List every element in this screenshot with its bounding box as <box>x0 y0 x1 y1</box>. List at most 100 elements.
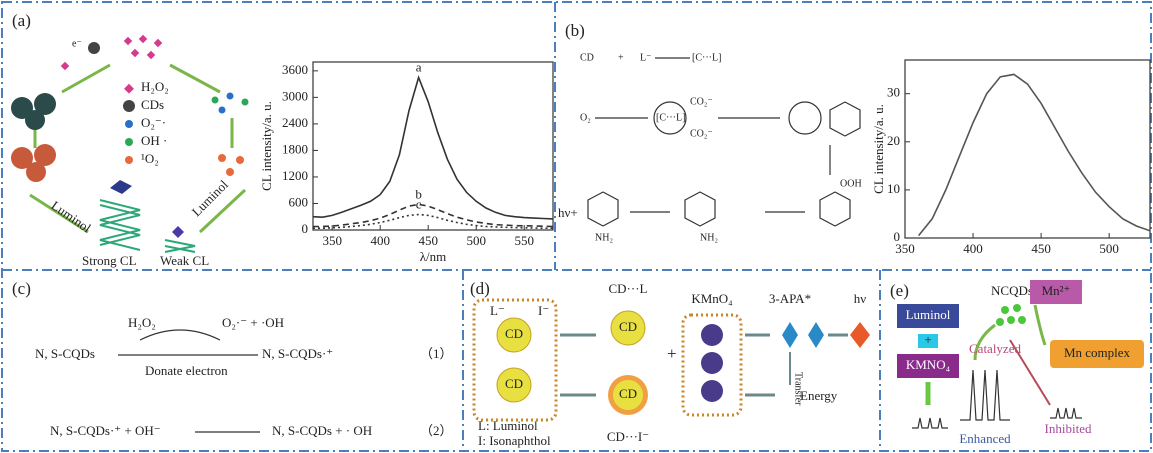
kmno4-dot <box>701 380 723 402</box>
ion-label: L⁻ <box>490 303 505 318</box>
y-tick-label: 30 <box>887 85 900 100</box>
dna <box>165 240 195 252</box>
kmno4-dot <box>701 352 723 374</box>
legend-text: L: Luminol <box>478 418 538 433</box>
cd-label: CD <box>505 326 523 341</box>
ring <box>789 102 821 134</box>
luminol-label: Luminol <box>189 177 232 220</box>
scheme-text: + <box>618 52 624 63</box>
y-axis-label: CL intensity/a. u. <box>259 101 274 191</box>
x-tick-label: 500 <box>1099 241 1119 256</box>
kmno4-dot <box>701 324 723 346</box>
arrow <box>1035 305 1045 345</box>
scheme-text: [C···L] <box>656 112 685 123</box>
legend-text: H₂O₂ <box>141 79 169 94</box>
reaction-text: N, S-CQDs <box>35 346 95 361</box>
scheme-text: NH₂ <box>700 232 718 243</box>
y-tick-label: 3000 <box>282 88 308 103</box>
ring <box>820 192 850 226</box>
ring <box>830 102 860 136</box>
x-tick-label: 400 <box>370 233 390 248</box>
y-tick-label: 1800 <box>282 141 308 156</box>
reaction-text: N, S-CQDs + · OH <box>272 423 372 438</box>
energy-label: Energy <box>800 388 838 403</box>
y-tick-label: 10 <box>887 181 900 196</box>
ncqds-label: NCQDs <box>991 283 1033 298</box>
scheme-text: CO₂⁻ <box>690 128 713 139</box>
cd-label: CD <box>505 376 523 391</box>
axes-frame <box>313 62 553 230</box>
y-tick-label: 0 <box>302 221 309 236</box>
arrow <box>1010 340 1050 405</box>
x-tick-label: 400 <box>963 241 983 256</box>
eq-number: （2） <box>420 423 453 438</box>
y-tick-label: 2400 <box>282 115 308 130</box>
box-text: Luminol <box>906 307 951 322</box>
scheme-text: [C···L] <box>692 52 721 63</box>
dna <box>100 200 140 250</box>
complex-label: CD···L <box>609 281 648 296</box>
box-text: Mn²⁺ <box>1042 283 1071 298</box>
arrow <box>170 65 220 92</box>
weak-peaks <box>912 418 948 428</box>
series-label: c <box>416 197 422 212</box>
series-label: a <box>416 59 422 74</box>
inhibited-label: Inhibited <box>1045 421 1092 436</box>
scheme-text: CD <box>580 52 594 63</box>
frame <box>2 2 1151 451</box>
y-tick-label: 600 <box>289 194 309 209</box>
legend-text: I: Isonaphthol <box>478 433 551 448</box>
box-text: KMNO₄ <box>906 357 951 372</box>
legend-text: OH · <box>141 133 167 148</box>
scheme-text: hν+ <box>558 205 578 220</box>
luminol-label: Luminol <box>49 198 95 236</box>
panel-label: (b) <box>565 21 585 40</box>
y-tick-label: 20 <box>887 133 900 148</box>
ring <box>685 192 715 226</box>
scheme-text: CO₂⁻ <box>690 96 713 107</box>
panel-label: (c) <box>12 279 31 298</box>
ncqds-dots <box>996 304 1026 326</box>
reagent-label: KMnO₄ <box>691 291 733 306</box>
box-text: + <box>924 332 931 347</box>
series-line <box>313 78 553 219</box>
legend-text: O₂⁻· <box>141 115 166 130</box>
scheme-text: L⁻ <box>640 52 651 63</box>
box-text: Mn complex <box>1064 345 1131 360</box>
x-tick-label: 350 <box>322 233 342 248</box>
reaction-text: Donate electron <box>145 363 228 378</box>
reaction-text: O₂·⁻ + ·OH <box>222 315 284 330</box>
plus: + <box>667 344 677 363</box>
x-tick-label: 450 <box>418 233 438 248</box>
strong-peaks <box>960 370 1010 420</box>
arrow <box>62 65 110 92</box>
enhanced-label: Enhanced <box>959 431 1011 446</box>
x-tick-label: 550 <box>514 233 534 248</box>
ring <box>588 192 618 226</box>
apa-label: 3-APA* <box>769 291 811 306</box>
y-tick-label: 1200 <box>282 168 308 183</box>
scheme-text: NH₂ <box>595 232 613 243</box>
star <box>782 322 798 348</box>
hv-label: hν <box>854 291 867 306</box>
cd-label: CD <box>619 386 637 401</box>
panel-label: (e) <box>890 281 909 300</box>
scheme-text: O₂ <box>580 112 591 123</box>
x-tick-label: 350 <box>895 241 915 256</box>
y-tick-label: 3600 <box>282 62 308 77</box>
series-line <box>919 74 1150 235</box>
catalyzed-label: Catalyzed <box>969 341 1021 356</box>
reaction-text: N, S-CQDs·⁺ <box>262 346 333 361</box>
y-axis-label: CL intensity/a. u. <box>871 104 886 194</box>
star <box>172 226 184 238</box>
radicals <box>212 93 249 177</box>
eq-number: （1） <box>420 346 453 361</box>
x-tick-label: 500 <box>466 233 486 248</box>
reaction-text: N, S-CQDs·⁺ + OH⁻ <box>50 423 161 438</box>
electron-label: e⁻ <box>72 38 82 49</box>
x-tick-label: 450 <box>1031 241 1051 256</box>
burst <box>850 322 870 348</box>
weak-label: Weak CL <box>160 253 209 268</box>
series-line <box>313 204 553 226</box>
electron-dot <box>88 42 100 54</box>
